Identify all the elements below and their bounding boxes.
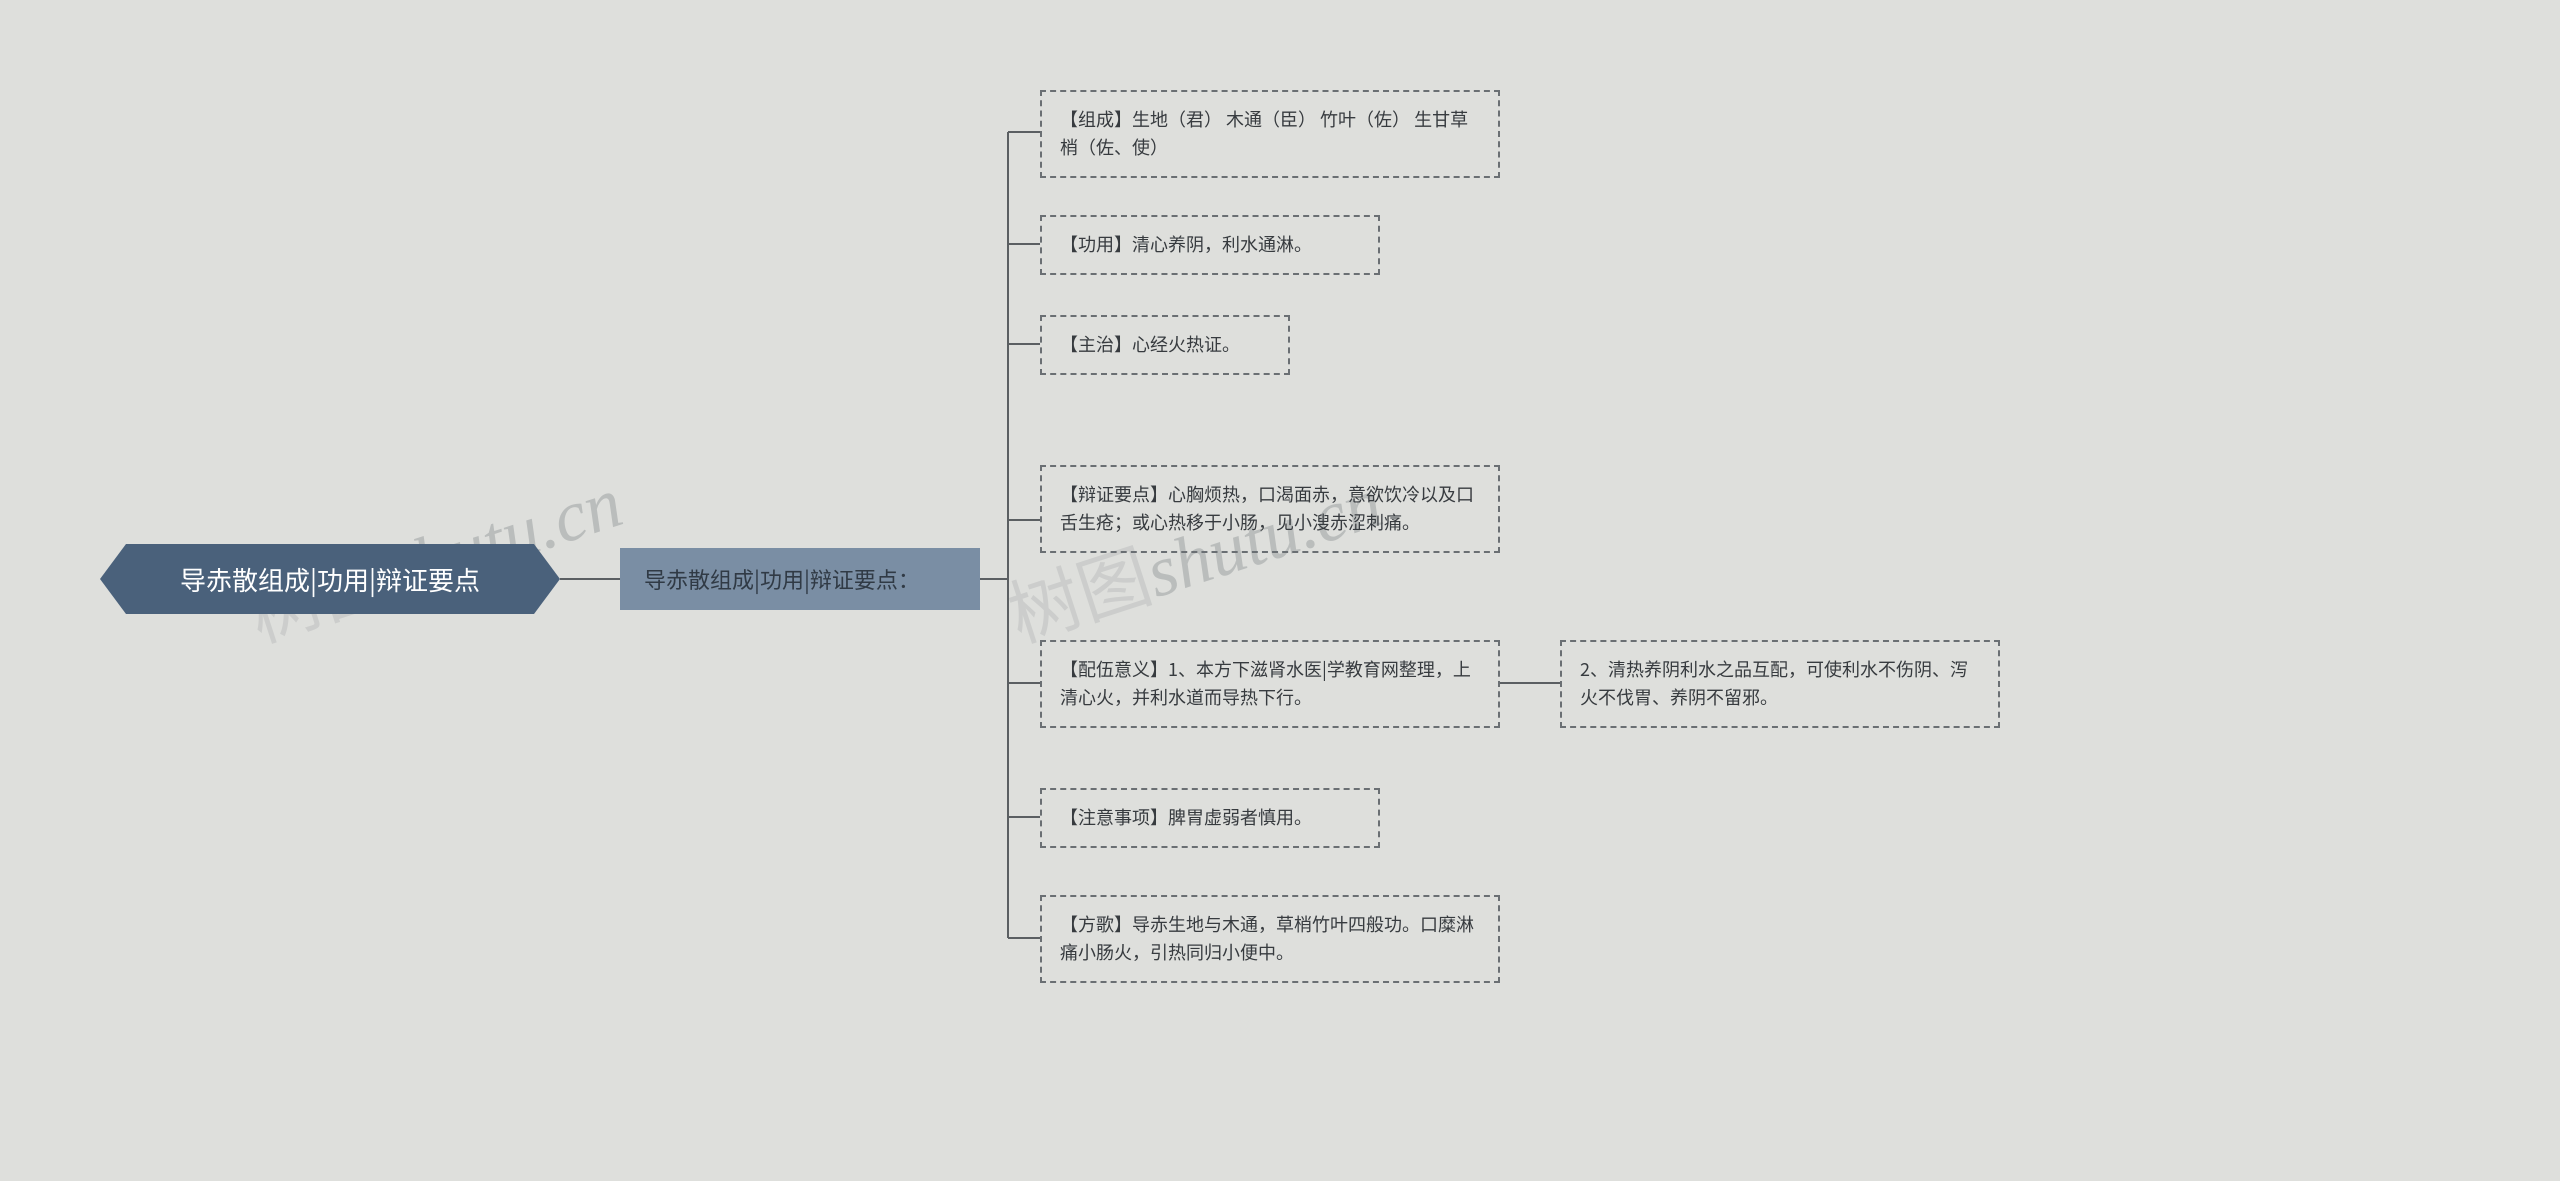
mindmap-sub[interactable]: 导赤散组成|功用|辩证要点：	[620, 548, 980, 610]
leaf-peiwu[interactable]: 【配伍意义】1、本方下滋肾水医|学教育网整理，上清心火，并利水道而导热下行。	[1040, 640, 1500, 728]
leaf-zhuyi[interactable]: 【注意事项】脾胃虚弱者慎用。	[1040, 788, 1380, 848]
leaf-zhuzhi[interactable]: 【主治】心经火热证。	[1040, 315, 1290, 375]
leaf-text: 【注意事项】脾胃虚弱者慎用。	[1060, 804, 1312, 830]
leaf-text: 【组成】生地（君） 木通（臣） 竹叶（佐） 生甘草梢（佐、使）	[1060, 106, 1468, 160]
leaf-fangge[interactable]: 【方歌】导赤生地与木通，草梢竹叶四般功。口糜淋痛小肠火，引热同归小便中。	[1040, 895, 1500, 983]
leaf-text: 【辩证要点】心胸烦热，口渴面赤，意欲饮冷以及口舌生疮；或心热移于小肠，见小溲赤涩…	[1060, 481, 1474, 535]
sub-label: 导赤散组成|功用|辩证要点：	[644, 563, 920, 595]
leaf-text: 【主治】心经火热证。	[1060, 331, 1240, 357]
leaf-text: 2、清热养阴利水之品互配，可使利水不伤阴、泻火不伐胃、养阴不留邪。	[1580, 656, 1968, 710]
leaf-gongyong[interactable]: 【功用】清心养阴，利水通淋。	[1040, 215, 1380, 275]
leaf-text: 【方歌】导赤生地与木通，草梢竹叶四般功。口糜淋痛小肠火，引热同归小便中。	[1060, 911, 1474, 965]
leaf-bianzheng[interactable]: 【辩证要点】心胸烦热，口渴面赤，意欲饮冷以及口舌生疮；或心热移于小肠，见小溲赤涩…	[1040, 465, 1500, 553]
leaf-peiwu-child[interactable]: 2、清热养阴利水之品互配，可使利水不伤阴、泻火不伐胃、养阴不留邪。	[1560, 640, 2000, 728]
root-label: 导赤散组成|功用|辩证要点	[180, 561, 480, 598]
mindmap-root[interactable]: 导赤散组成|功用|辩证要点	[100, 544, 560, 614]
leaf-text: 【配伍意义】1、本方下滋肾水医|学教育网整理，上清心火，并利水道而导热下行。	[1060, 656, 1471, 710]
leaf-text: 【功用】清心养阴，利水通淋。	[1060, 231, 1312, 257]
leaf-zucheng[interactable]: 【组成】生地（君） 木通（臣） 竹叶（佐） 生甘草梢（佐、使）	[1040, 90, 1500, 178]
